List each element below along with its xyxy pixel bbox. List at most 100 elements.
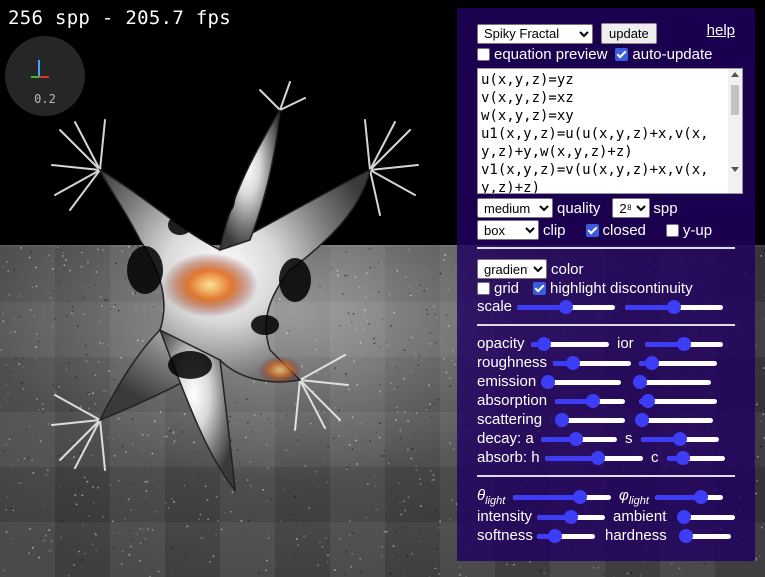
ambient-slider-track[interactable]	[677, 514, 735, 520]
theta-light-slider[interactable]	[513, 490, 611, 504]
noise-grain	[303, 524, 305, 526]
scattering-slider-1-thumb[interactable]	[555, 412, 569, 427]
phi-light-slider[interactable]	[655, 490, 723, 504]
noise-grain	[346, 274, 349, 277]
scattering-slider-1[interactable]	[555, 412, 625, 427]
absorption-slider-2-thumb[interactable]	[640, 393, 655, 408]
noise-grain	[373, 266, 376, 268]
emission-slider-2-track[interactable]	[633, 379, 711, 385]
equation-text[interactable]: u(x,y,z)=yz v(x,y,z)=xz w(x,y,z)=xy u1(x…	[481, 72, 709, 194]
noise-grain	[418, 527, 420, 530]
scattering-slider-2-thumb[interactable]	[635, 412, 649, 427]
noise-grain	[5, 455, 7, 457]
hardness-slider[interactable]	[679, 528, 731, 543]
roughness-slider-2-thumb[interactable]	[645, 355, 660, 370]
absorption-slider-2[interactable]	[639, 393, 717, 408]
hardness-slider-thumb[interactable]	[679, 528, 693, 543]
spp-select[interactable]: 2⁸	[612, 198, 651, 218]
preset-select[interactable]: Spiky Fractal	[477, 23, 593, 44]
grid-checkbox[interactable]	[477, 282, 490, 295]
emission-slider-1[interactable]	[541, 374, 621, 389]
opacity-slider[interactable]	[531, 336, 609, 351]
scattering-slider-1-track[interactable]	[555, 417, 625, 423]
noise-grain	[132, 443, 134, 446]
scattering-slider-2[interactable]	[635, 412, 713, 427]
roughness-slider-1[interactable]	[553, 355, 631, 370]
absorption-slider-2-track[interactable]	[639, 398, 717, 404]
opacity-slider-thumb[interactable]	[537, 336, 552, 351]
emission-slider-2-thumb[interactable]	[633, 374, 647, 389]
scale-slider-2-thumb[interactable]	[667, 299, 681, 314]
equation-scrollbar[interactable]	[728, 69, 742, 193]
update-button[interactable]: update	[601, 23, 657, 44]
closed-checkbox[interactable]	[585, 223, 599, 237]
auto-update-checkbox[interactable]	[615, 48, 629, 61]
intensity-slider[interactable]	[537, 509, 605, 524]
noise-grain	[36, 398, 38, 400]
decay-a-slider-thumb[interactable]	[568, 431, 583, 446]
ior-slider[interactable]	[645, 336, 723, 351]
softness-slider[interactable]	[537, 528, 595, 543]
noise-grain	[295, 403, 297, 405]
equation-editor[interactable]: u(x,y,z)=yz v(x,y,z)=xz w(x,y,z)=xy u1(x…	[477, 68, 743, 194]
roughness-slider-2-track[interactable]	[639, 360, 717, 366]
highlight-checkbox[interactable]	[533, 282, 547, 295]
theta-light-slider-thumb[interactable]	[573, 490, 588, 504]
decay-a-slider[interactable]	[541, 431, 617, 446]
phi-light-slider-thumb[interactable]	[693, 490, 708, 504]
help-link[interactable]: help	[706, 22, 735, 39]
hardness-slider-track[interactable]	[679, 533, 731, 539]
roughness-slider-1-thumb[interactable]	[565, 355, 580, 370]
color-select[interactable]: gradient	[477, 259, 547, 279]
roughness-slider-2[interactable]	[639, 355, 717, 370]
scale-slider-2[interactable]	[625, 299, 723, 314]
noise-grain	[763, 437, 765, 439]
noise-grain	[111, 462, 113, 464]
absorb-h-slider[interactable]	[545, 450, 643, 465]
opacity-slider-track[interactable]	[531, 341, 609, 347]
ambient-slider[interactable]	[677, 509, 735, 524]
scale-slider-1-thumb[interactable]	[559, 299, 573, 314]
softness-slider-track[interactable]	[537, 533, 595, 539]
absorption-slider-1[interactable]	[555, 393, 625, 408]
emission-slider-1-thumb[interactable]	[541, 374, 555, 389]
decay-row: decay: a s	[477, 430, 719, 447]
scroll-thumb[interactable]	[731, 85, 739, 115]
absorb-h-slider-thumb[interactable]	[591, 450, 606, 465]
absorption-slider-1-thumb[interactable]	[585, 393, 600, 408]
scale-slider-1[interactable]	[517, 299, 615, 314]
noise-grain	[308, 518, 311, 520]
absorb-c-slider[interactable]	[667, 450, 725, 465]
absorb-c-slider-track[interactable]	[667, 455, 725, 461]
roughness-slider-1-track[interactable]	[553, 360, 631, 366]
noise-grain	[400, 513, 402, 516]
noise-grain	[312, 390, 314, 393]
softness-slider-thumb[interactable]	[548, 528, 562, 543]
noise-grain	[119, 341, 122, 343]
axis-scale-label: 0.2	[34, 92, 56, 106]
noise-grain	[183, 484, 186, 487]
axis-gizmo[interactable]: 0.2	[5, 36, 85, 116]
noise-grain	[35, 285, 38, 288]
ambient-slider-thumb[interactable]	[677, 509, 691, 524]
noise-grain	[231, 491, 234, 494]
ior-slider-thumb[interactable]	[677, 336, 691, 351]
scroll-down-icon[interactable]	[731, 167, 739, 172]
scattering-slider-2-track[interactable]	[635, 417, 713, 423]
clip-select[interactable]: box	[477, 220, 539, 240]
absorb-c-slider-thumb[interactable]	[675, 450, 690, 465]
equation-preview-checkbox[interactable]	[477, 48, 490, 61]
scroll-up-icon[interactable]	[731, 72, 739, 77]
emission-slider-2[interactable]	[633, 374, 711, 389]
intensity-slider-thumb[interactable]	[564, 509, 578, 524]
decay-s-slider[interactable]	[641, 431, 719, 446]
noise-grain	[246, 528, 248, 531]
noise-grain	[2, 320, 5, 322]
noise-grain	[88, 393, 90, 395]
quality-select[interactable]: medium	[477, 198, 553, 218]
y-up-checkbox[interactable]	[665, 223, 679, 237]
decay-s-slider-thumb[interactable]	[673, 431, 687, 446]
noise-grain	[156, 291, 159, 293]
noise-grain	[416, 412, 418, 414]
emission-slider-1-track[interactable]	[541, 379, 621, 385]
